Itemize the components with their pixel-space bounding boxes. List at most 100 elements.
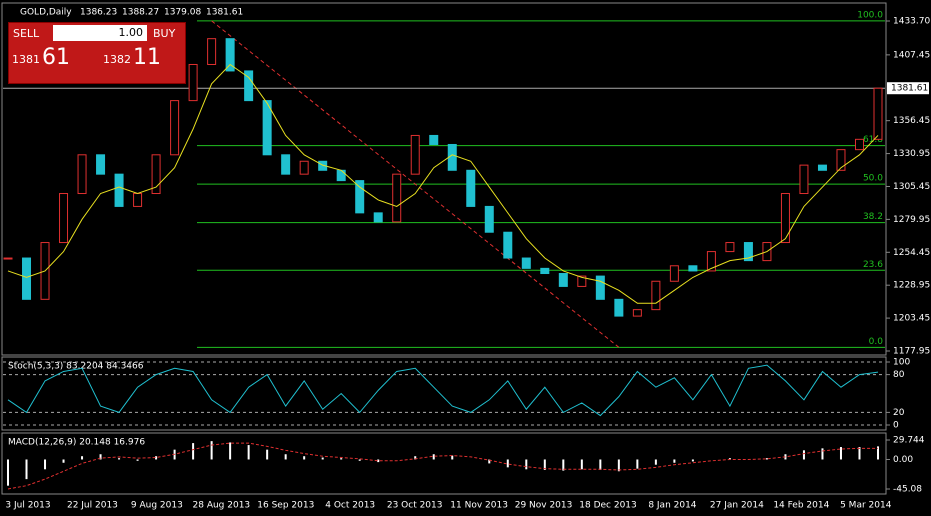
symbol: GOLD,Daily: [20, 8, 72, 18]
candle: [577, 275, 587, 287]
y-tick-label: 0: [893, 421, 899, 431]
macd-bar: [636, 459, 639, 469]
macd-bar: [488, 459, 491, 464]
candle: [77, 154, 87, 195]
macd-bar: [247, 445, 250, 460]
macd-bar: [266, 449, 269, 460]
y-tick-label: 1279.95: [893, 215, 930, 225]
macd-bar: [229, 442, 232, 460]
ask-big: 1382: [103, 53, 131, 66]
fib-label: 23.6: [863, 260, 883, 270]
candle: [780, 193, 790, 244]
y-tick-label: 29.744: [893, 436, 925, 446]
candle: [873, 87, 883, 140]
candle: [244, 70, 254, 102]
ma-line: [7, 63, 879, 304]
x-tick-label: 16 Sep 2013: [257, 501, 314, 511]
y-tick-label: 0.00: [893, 455, 913, 465]
candle: [466, 169, 476, 207]
macd-bar: [81, 456, 84, 460]
fib-label: 100.0: [857, 10, 883, 20]
candle: [207, 38, 217, 65]
buy-button[interactable]: BUY: [153, 27, 176, 40]
macd-bar: [210, 441, 213, 460]
ohlc-value: 1381.61: [206, 8, 243, 18]
candle: [355, 180, 365, 214]
macd-bar: [765, 458, 768, 460]
candle: [59, 193, 69, 244]
macd-bar: [580, 459, 583, 470]
x-tick-label: 27 Jan 2014: [710, 501, 764, 511]
x-tick-label: 18 Dec 2013: [579, 501, 637, 511]
candle: [688, 265, 698, 272]
bid-big: 1381: [12, 53, 40, 66]
price-label: 1381.61: [891, 84, 928, 94]
y-tick-label: 1433.70: [893, 17, 930, 27]
candle: [799, 164, 809, 195]
fib-label: 50.0: [863, 174, 883, 184]
candle: [281, 154, 291, 175]
candle: [410, 134, 420, 175]
candle: [225, 38, 235, 72]
candle: [336, 169, 346, 182]
macd-bar: [858, 447, 861, 460]
fib-label: 38.2: [863, 212, 883, 222]
macd-bar: [821, 448, 824, 460]
macd-bar: [599, 459, 602, 470]
x-tick-label: 29 Nov 2013: [515, 501, 573, 511]
y-tick-label: 1305.45: [893, 182, 930, 192]
main-panel: [1, 2, 887, 356]
candle: [447, 143, 457, 171]
macd-bar: [358, 459, 361, 461]
fib-label: 0.0: [869, 337, 884, 347]
x-tick-label: 5 Mar 2014: [840, 501, 892, 511]
macd-bar: [562, 459, 565, 471]
y-tick-label: 80: [893, 370, 905, 380]
fib-trend: [211, 20, 620, 348]
macd-bar: [44, 459, 47, 470]
ohlc-value: 1379.08: [164, 8, 201, 18]
y-tick-label: 1203.45: [893, 314, 930, 324]
y-tick-label: 20: [893, 408, 905, 418]
macd-bar: [839, 447, 842, 460]
macd-panel: [1, 432, 887, 495]
candle: [817, 164, 827, 171]
macd-bar: [377, 459, 380, 463]
candle: [96, 154, 106, 175]
macd-bar: [691, 459, 694, 462]
macd-bar: [99, 454, 102, 460]
x-tick-label: 3 Jul 2013: [5, 501, 50, 511]
macd-bar: [877, 446, 879, 460]
macd-bar: [25, 459, 28, 480]
candle: [114, 173, 124, 207]
x-tick-label: 9 Aug 2013: [131, 501, 183, 511]
candle: [503, 231, 513, 259]
candle: [3, 257, 13, 260]
macd-bar: [728, 458, 731, 460]
x-tick-label: 8 Jan 2014: [648, 501, 696, 511]
candle: [706, 251, 716, 272]
candle: [262, 100, 272, 156]
candle: [595, 275, 605, 300]
macd-bar: [284, 454, 287, 460]
y-tick-label: 1177.95: [893, 347, 930, 357]
macd-bar: [506, 459, 509, 468]
macd-bar: [525, 459, 528, 470]
y-tick-label: 1254.45: [893, 248, 930, 258]
macd-bar: [136, 459, 139, 461]
x-tick-label: 14 Feb 2014: [773, 501, 829, 511]
candle: [392, 173, 402, 223]
candle: [632, 309, 642, 317]
macd-bar: [118, 458, 121, 460]
macd-bar: [543, 459, 546, 470]
trade-widget: SELL 1.00 BUY 1381 61 1382 11: [8, 22, 186, 84]
macd-bar: [451, 455, 454, 460]
candle: [22, 257, 32, 300]
macd-bar: [654, 459, 657, 465]
sell-button[interactable]: SELL: [13, 27, 40, 40]
macd-bar: [321, 457, 324, 460]
lot-input[interactable]: 1.00: [53, 25, 147, 41]
y-tick-label: -45.08: [893, 485, 922, 495]
